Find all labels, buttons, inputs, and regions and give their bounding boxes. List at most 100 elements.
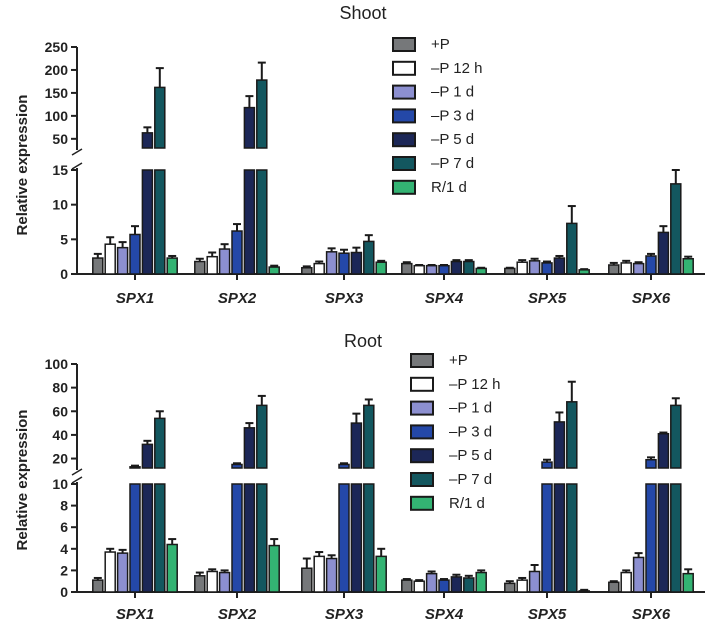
- bar: [104, 551, 116, 593]
- bar: [243, 106, 256, 149]
- bar: [566, 222, 578, 275]
- bar: [218, 571, 231, 593]
- bar: [620, 262, 632, 275]
- y-tick-label: 20: [52, 451, 68, 467]
- bar: [608, 264, 620, 275]
- bar: [413, 580, 425, 593]
- legend-swatch: [392, 60, 416, 76]
- legend-label: +P: [449, 352, 468, 369]
- legend-label: –P 1 d: [449, 400, 492, 417]
- axis-break-mark: [71, 468, 83, 476]
- bar: [256, 169, 268, 275]
- root-panel: Root Relative expression 0 2 4 6 8 10 20 40 60 80 10…: [14, 331, 705, 623]
- bar: [194, 260, 206, 275]
- bar: [541, 262, 553, 275]
- bar: [268, 266, 280, 275]
- x-tick-label-spx1: SPX1: [116, 290, 154, 307]
- legend-label: R/1 d: [449, 495, 485, 512]
- bar: [154, 169, 166, 275]
- bar: [141, 443, 154, 469]
- bar: [645, 483, 657, 593]
- bar: [670, 404, 682, 469]
- bar: [256, 79, 268, 149]
- legend-swatch: [392, 37, 416, 52]
- bar: [682, 257, 694, 275]
- y-tick-label: 2: [60, 562, 68, 578]
- bar: [116, 552, 129, 593]
- bar: [116, 246, 129, 275]
- bar: [301, 267, 313, 275]
- bar: [438, 579, 450, 593]
- bar: [206, 570, 218, 593]
- bar: [632, 262, 645, 275]
- axis-break-mark: [71, 476, 83, 484]
- bar: [231, 463, 243, 469]
- y-tick-label: 80: [52, 380, 68, 396]
- bar: [657, 432, 670, 469]
- bar: [566, 401, 578, 469]
- bar: [682, 572, 694, 593]
- y-tick-label: 250: [45, 39, 69, 55]
- bar: [528, 570, 541, 593]
- legend-label: –P 12 h: [431, 60, 482, 77]
- bar: [528, 260, 541, 275]
- bar: [243, 483, 256, 593]
- bar: [578, 269, 590, 275]
- bar: [375, 555, 387, 593]
- y-tick-label: 200: [45, 62, 69, 78]
- bar: [301, 567, 313, 593]
- bar: [553, 421, 566, 469]
- y-axis-label: Relative expression: [14, 410, 31, 551]
- bar: [206, 255, 218, 275]
- bar: [194, 575, 206, 593]
- bar: [516, 579, 528, 593]
- legend-label: –P 5 d: [431, 131, 474, 148]
- bar: [338, 252, 350, 275]
- y-tick-label: 5: [60, 231, 68, 247]
- bar: [670, 183, 682, 275]
- legend-swatch: [410, 400, 434, 416]
- bar: [645, 255, 657, 275]
- bar: [154, 86, 166, 149]
- axis-break-mark: [71, 162, 83, 170]
- bar: [425, 572, 438, 593]
- legend-swatch: [392, 84, 416, 100]
- legend-swatch: [392, 108, 416, 124]
- bar: [256, 483, 268, 593]
- bar: [475, 571, 487, 593]
- bar: [541, 461, 553, 469]
- bar: [92, 257, 104, 275]
- legend-swatch: [410, 376, 434, 392]
- bar: [129, 483, 141, 593]
- bar: [129, 233, 141, 275]
- bar: [313, 555, 325, 593]
- x-tick-label-spx6: SPX6: [632, 606, 671, 623]
- legend-label: –P 5 d: [449, 447, 492, 464]
- x-tick-label-spx4: SPX4: [425, 290, 464, 307]
- bar: [104, 243, 116, 275]
- legend-label: R/1 d: [431, 179, 467, 196]
- bar: [438, 264, 450, 275]
- bar: [463, 260, 475, 275]
- bar: [154, 483, 166, 593]
- bar: [363, 404, 375, 469]
- legend-swatch: [410, 424, 434, 440]
- y-tick-label: 10: [52, 476, 68, 492]
- bar: [363, 240, 375, 275]
- bar: [350, 251, 363, 275]
- bar: [338, 483, 350, 593]
- y-tick-label: 4: [60, 541, 68, 557]
- bar: [504, 582, 516, 593]
- legend-swatch: [410, 448, 434, 464]
- bar: [363, 483, 375, 593]
- bar: [325, 557, 338, 593]
- bar: [401, 579, 413, 593]
- bar: [632, 556, 645, 593]
- bar: [141, 132, 154, 149]
- bar: [504, 267, 516, 275]
- chart-title: Root: [344, 331, 382, 351]
- y-tick-label: 0: [60, 266, 68, 282]
- legend-swatch: [410, 495, 434, 511]
- bar: [516, 261, 528, 275]
